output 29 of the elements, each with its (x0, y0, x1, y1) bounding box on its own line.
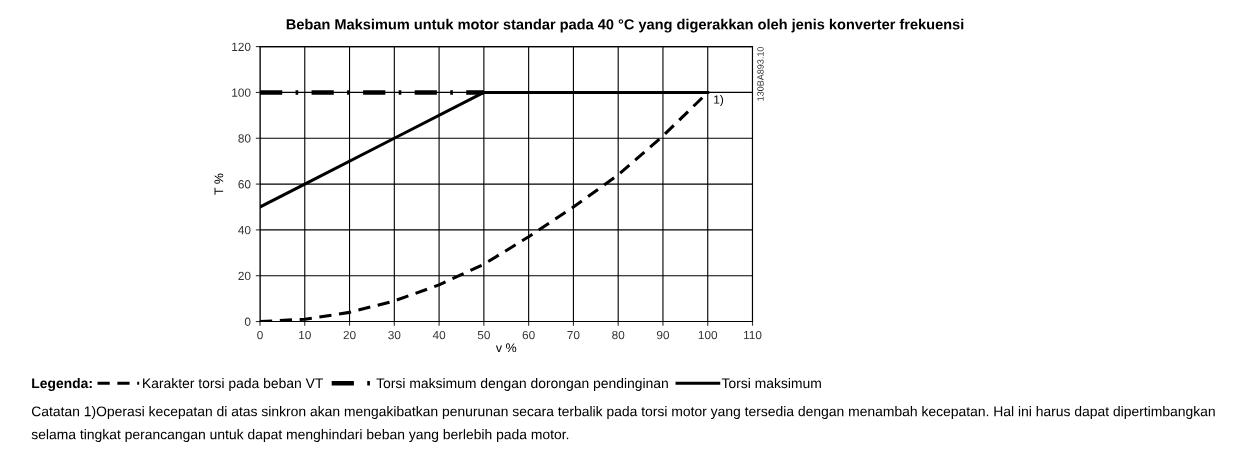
y-axis-title: T % (214, 173, 224, 195)
x-tick-label: 110 (743, 330, 762, 340)
y-tick-label: 100 (232, 88, 251, 97)
x-tick-label: 20 (343, 330, 356, 340)
y-tick-label: 60 (238, 180, 251, 189)
legend-label: Karakter torsi pada beban VT (143, 377, 324, 391)
annotation: 1) (714, 94, 724, 106)
y-tick-label: 40 (238, 225, 251, 235)
y-tick-label: 0 (244, 317, 251, 326)
y-tick-label: 80 (238, 134, 251, 143)
x-tick-label: 30 (388, 330, 401, 340)
text: Catatan 1)Operasi kecepatan di atas sinkron akan mengakibatkan penurunan secara terbalik pada torsi motor yang tersedia dengan menambah kecepatan. Hal ini harus dapat dipertimbangkan selama tingkat perancangan untuk dapat menghindari beban yang berlebih pada motor. (31, 406, 1215, 443)
y-tick-label: 120 (232, 42, 251, 51)
y-tick-label: 20 (238, 271, 251, 281)
x-tick-label: 90 (656, 330, 670, 340)
x-tick-label: 80 (612, 330, 625, 340)
legend-title: Legenda: (32, 377, 92, 391)
x-tick-label: 10 (299, 330, 311, 340)
x-tick-label: 50 (477, 330, 490, 340)
x-tick-label: 40 (432, 330, 446, 340)
legend-label: Torsi maksimum dengan dorongan pendinginan (376, 377, 668, 391)
legend-label: Torsi maksimum (721, 377, 821, 389)
text: 130BA893.10 (757, 46, 764, 101)
chart-title: Beban Maksimum untuk motor standar pada 40 °C yang digerakkan oleh jenis konverter frekuensi (286, 18, 964, 33)
x-tick-label: 0 (257, 330, 263, 340)
x-tick-label: 100 (698, 330, 718, 340)
x-tick-label: 60 (522, 330, 535, 340)
x-tick-label: 70 (567, 330, 580, 340)
x-axis-title: v % (495, 343, 517, 353)
